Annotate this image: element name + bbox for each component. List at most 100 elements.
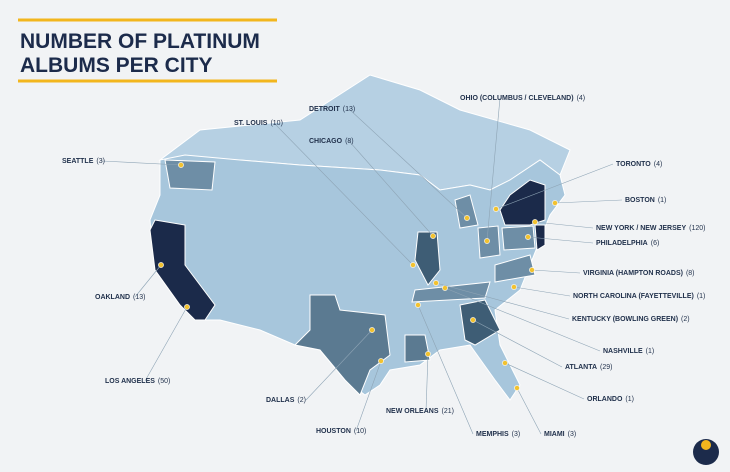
city-name: BOSTON	[625, 197, 655, 204]
city-name: ORLANDO	[587, 396, 623, 403]
city-label: LOS ANGELES (50)	[105, 378, 170, 385]
leader-line	[534, 221, 594, 229]
city-label: MIAMI (3)	[544, 431, 576, 438]
city-name: OHIO (COLUMBUS / CLEVELAND)	[460, 95, 574, 102]
city-dot	[178, 162, 184, 168]
city-label: OAKLAND (13)	[95, 294, 145, 301]
city-label: SEATTLE (3)	[62, 158, 105, 165]
city-label: MEMPHIS (3)	[476, 431, 520, 438]
city-label: ORLANDO (1)	[587, 396, 634, 403]
city-count: (8)	[686, 270, 695, 277]
leader-line	[531, 269, 581, 274]
city-count: (1)	[625, 396, 634, 403]
leader-line	[495, 163, 614, 210]
city-dot	[532, 219, 538, 225]
city-dot	[511, 284, 517, 290]
city-count: (8)	[345, 138, 354, 145]
leader-line	[486, 97, 501, 242]
pennsylvania	[501, 225, 536, 251]
logo-badge	[693, 439, 719, 465]
city-dot	[470, 317, 476, 323]
virginia	[494, 254, 536, 283]
city-count: (120)	[689, 225, 705, 232]
illinois	[414, 231, 441, 286]
city-count: (1)	[646, 348, 655, 355]
city-label: KENTUCKY (BOWLING GREEN) (2)	[572, 316, 690, 323]
leader-line	[101, 160, 182, 166]
leader-line	[305, 329, 373, 401]
city-label: TORONTO (4)	[616, 161, 662, 168]
map	[149, 74, 571, 401]
city-label: DETROIT (13)	[309, 106, 355, 113]
city-count: (2)	[681, 316, 690, 323]
california	[149, 219, 216, 321]
city-label: NEW YORK / NEW JERSEY (120)	[596, 225, 705, 232]
city-count: (6)	[651, 240, 660, 247]
city-dot	[433, 280, 439, 286]
city-label: NASHVILLE (1)	[603, 348, 654, 355]
city-name: OAKLAND	[95, 294, 130, 301]
michigan	[454, 194, 479, 229]
city-name: MEMPHIS	[476, 431, 509, 438]
city-label: OHIO (COLUMBUS / CLEVELAND) (4)	[460, 95, 585, 102]
new-york	[499, 179, 546, 226]
city-name: ATLANTA	[565, 364, 597, 371]
leader-line	[417, 304, 474, 435]
city-label: HOUSTON (10)	[316, 428, 366, 435]
new-jersey	[534, 224, 546, 251]
city-dot	[552, 200, 558, 206]
city-dot	[158, 262, 164, 268]
city-count: (1)	[697, 293, 706, 300]
city-dot	[369, 327, 375, 333]
leader-line	[144, 306, 188, 382]
city-name: TORONTO	[616, 161, 651, 168]
city-label: NEW ORLEANS (21)	[386, 408, 454, 415]
city-dot	[184, 304, 190, 310]
leader-line	[504, 362, 585, 400]
leader-line	[348, 108, 468, 219]
leader-line	[348, 140, 434, 237]
leader-line	[355, 360, 382, 432]
city-name: VIRGINIA (HAMPTON ROADS)	[583, 270, 683, 277]
leader-line	[444, 287, 601, 352]
city-dot	[378, 358, 384, 364]
city-dot	[493, 206, 499, 212]
leader-line	[435, 282, 570, 320]
city-name: HOUSTON	[316, 428, 351, 435]
city-dot	[410, 262, 416, 268]
leader-line	[516, 387, 542, 435]
city-label: BOSTON (1)	[625, 197, 666, 204]
city-name: NEW ORLEANS	[386, 408, 439, 415]
city-name: DALLAS	[266, 397, 295, 404]
city-count: (50)	[158, 378, 170, 385]
city-labels: SEATTLE (3)OAKLAND (13)LOS ANGELES (50)DALL…	[62, 95, 705, 438]
city-count: (10)	[354, 428, 366, 435]
logo	[693, 439, 719, 465]
city-name: ST. LOUIS	[234, 120, 268, 127]
city-count: (10)	[270, 120, 282, 127]
city-dot	[464, 215, 470, 221]
city-name: NEW YORK / NEW JERSEY	[596, 225, 686, 232]
georgia	[459, 299, 501, 346]
city-count: (2)	[297, 397, 306, 404]
city-name: LOS ANGELES	[105, 378, 155, 385]
city-dot	[415, 302, 421, 308]
city-label: ST. LOUIS (10)	[234, 120, 283, 127]
city-name: CHICAGO	[309, 138, 343, 145]
city-dot	[484, 238, 490, 244]
city-count: (13)	[133, 294, 145, 301]
city-count: (3)	[512, 431, 521, 438]
city-name: SEATTLE	[62, 158, 94, 165]
city-dot	[430, 233, 436, 239]
city-dot	[514, 385, 520, 391]
leader-line	[134, 264, 162, 298]
city-label: ATLANTA (29)	[565, 364, 612, 371]
city-label: VIRGINIA (HAMPTON ROADS) (8)	[583, 270, 695, 277]
louisiana	[404, 334, 431, 363]
leader-line	[472, 319, 563, 368]
city-label: NORTH CAROLINA (FAYETTEVILLE) (1)	[573, 293, 705, 300]
city-count: (29)	[600, 364, 612, 371]
city-name: KENTUCKY (BOWLING GREEN)	[572, 316, 678, 323]
city-count: (21)	[442, 408, 454, 415]
